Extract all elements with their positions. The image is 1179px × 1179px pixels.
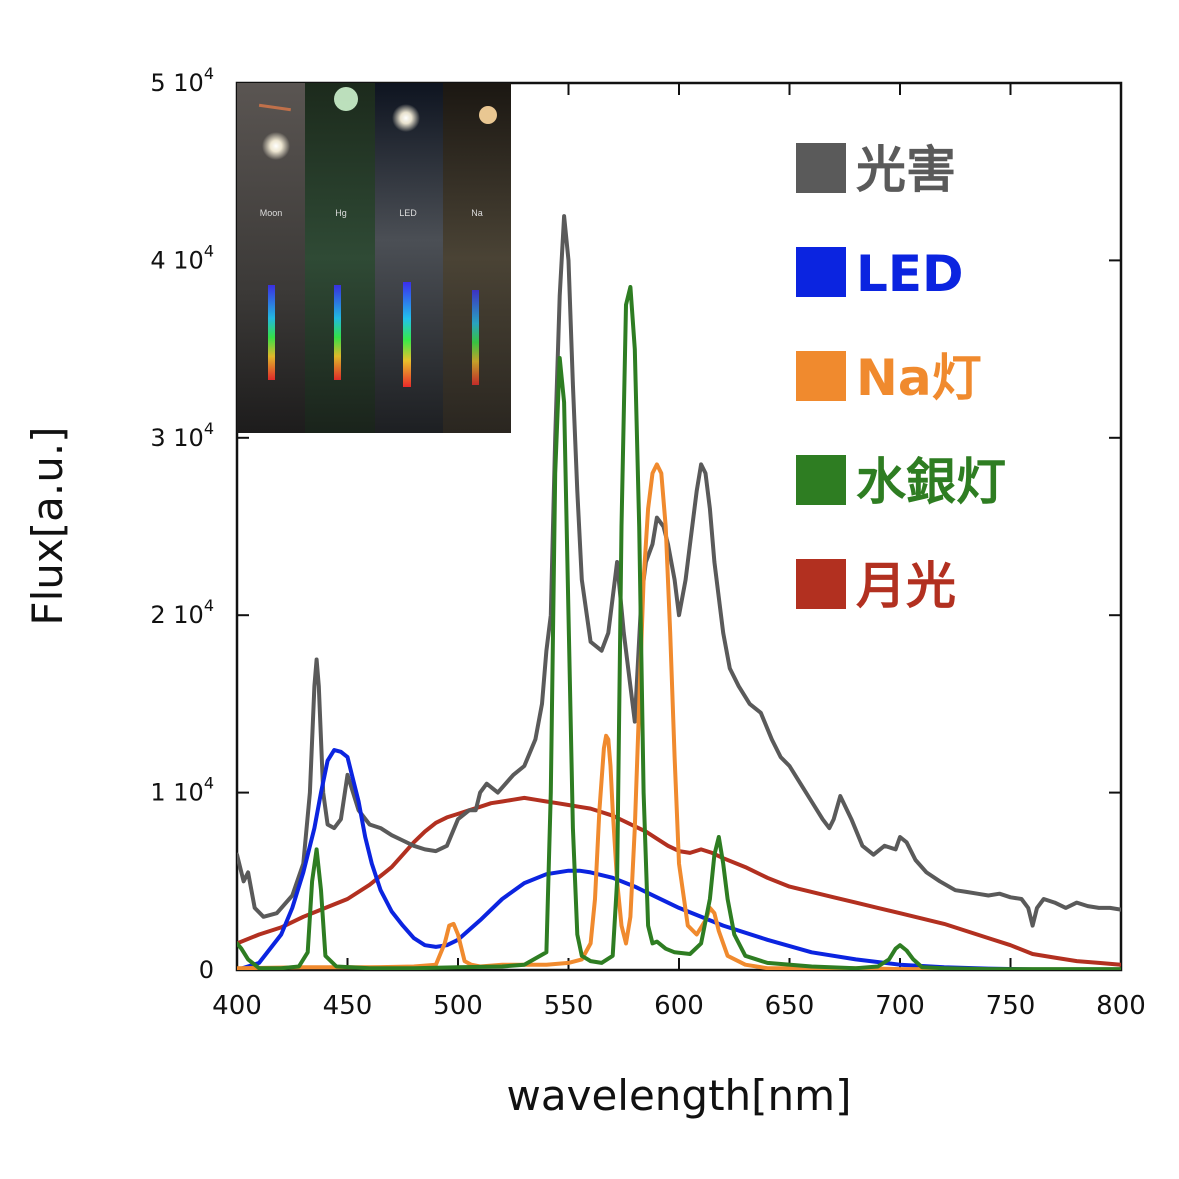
x-tick-label: 700 (875, 991, 925, 1021)
legend-label: 水銀灯 (856, 453, 1006, 511)
x-tick-label: 550 (544, 991, 594, 1021)
inset-photo: Moon Hg LED Na (237, 83, 511, 433)
legend-label: Na灯 (856, 349, 982, 407)
legend-swatch (796, 247, 846, 297)
series-line-1 (237, 748, 1121, 970)
y-axis-title: Flux[a.u.] (23, 426, 72, 625)
legend-swatch (796, 455, 846, 505)
legend-swatch (796, 143, 846, 193)
y-tick-label: 5 104 (150, 64, 214, 97)
series-lines (237, 214, 1121, 970)
x-axis-title: wavelength[nm] (507, 1071, 852, 1120)
legend-swatch (796, 351, 846, 401)
inset-label-hg: Hg (335, 208, 347, 218)
y-tick-label: 3 104 (150, 419, 214, 452)
x-tick-label: 650 (765, 991, 815, 1021)
inset-panel-na: Na (443, 83, 511, 433)
series-line-3 (237, 285, 1121, 970)
legend-label: LED (856, 245, 964, 303)
y-axis-ticks: 0 1 104 2 104 3 104 4 104 5 104 (150, 64, 1121, 984)
inset-label-moon: Moon (260, 208, 283, 218)
inset-label-led: LED (399, 208, 417, 218)
inset-panel-moon: Moon (237, 83, 305, 433)
x-tick-label: 800 (1096, 991, 1146, 1021)
inset-panel-hg: Hg (305, 83, 375, 433)
y-tick-label: 4 104 (150, 241, 214, 274)
x-axis-ticks: 400 450 500 550 600 650 700 750 800 (212, 83, 1146, 1021)
x-tick-label: 450 (323, 991, 373, 1021)
x-tick-label: 500 (433, 991, 483, 1021)
x-tick-label: 600 (654, 991, 704, 1021)
y-tick-label: 1 104 (150, 774, 214, 807)
y-tick-label: 0 (199, 956, 214, 984)
legend-swatch (796, 559, 846, 609)
x-tick-label: 750 (986, 991, 1036, 1021)
inset-panel-led: LED (375, 83, 443, 433)
series-line-2 (237, 462, 1121, 970)
legend-label: 月光 (856, 557, 956, 615)
series-line-0 (237, 214, 1121, 928)
x-tick-label: 400 (212, 991, 262, 1021)
inset-label-na: Na (471, 208, 483, 218)
y-tick-label: 2 104 (150, 596, 214, 629)
legend-label: 光害 (856, 141, 956, 199)
